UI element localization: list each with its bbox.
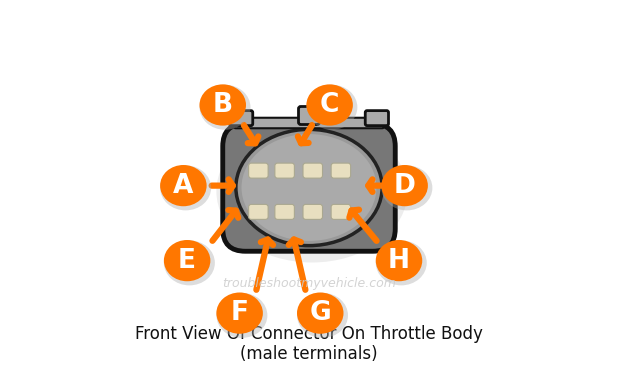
- FancyBboxPatch shape: [248, 204, 268, 219]
- Ellipse shape: [160, 165, 211, 210]
- Text: A: A: [173, 172, 193, 199]
- Text: F: F: [231, 300, 248, 326]
- FancyBboxPatch shape: [331, 204, 350, 219]
- Ellipse shape: [381, 165, 428, 206]
- FancyBboxPatch shape: [365, 111, 389, 126]
- Text: E: E: [178, 248, 196, 274]
- Ellipse shape: [160, 165, 206, 206]
- Ellipse shape: [164, 240, 210, 281]
- Text: troubleshootmyvehicle.com: troubleshootmyvehicle.com: [222, 277, 396, 290]
- Ellipse shape: [236, 129, 382, 246]
- FancyBboxPatch shape: [229, 111, 253, 126]
- Text: G: G: [310, 300, 331, 326]
- Ellipse shape: [164, 240, 215, 285]
- Ellipse shape: [216, 120, 408, 262]
- Ellipse shape: [307, 84, 353, 126]
- Ellipse shape: [216, 292, 263, 334]
- Ellipse shape: [381, 165, 433, 210]
- Text: H: H: [388, 248, 410, 274]
- Text: D: D: [394, 172, 415, 199]
- Ellipse shape: [200, 85, 250, 130]
- Text: B: B: [213, 92, 233, 118]
- FancyBboxPatch shape: [303, 204, 323, 219]
- Text: C: C: [320, 92, 339, 118]
- Ellipse shape: [297, 292, 344, 334]
- Ellipse shape: [216, 293, 268, 338]
- Ellipse shape: [242, 134, 376, 241]
- FancyBboxPatch shape: [275, 204, 294, 219]
- Ellipse shape: [297, 293, 348, 338]
- FancyBboxPatch shape: [303, 163, 323, 178]
- FancyBboxPatch shape: [222, 124, 396, 251]
- FancyBboxPatch shape: [275, 163, 294, 178]
- FancyBboxPatch shape: [248, 163, 268, 178]
- Text: Front View Of Connector On Throttle Body: Front View Of Connector On Throttle Body: [135, 325, 483, 343]
- Ellipse shape: [376, 240, 422, 281]
- Ellipse shape: [200, 84, 246, 126]
- FancyBboxPatch shape: [331, 163, 350, 178]
- Ellipse shape: [307, 85, 357, 130]
- FancyBboxPatch shape: [234, 118, 384, 128]
- Text: (male terminals): (male terminals): [240, 345, 378, 363]
- Ellipse shape: [376, 240, 427, 285]
- FancyBboxPatch shape: [298, 106, 320, 124]
